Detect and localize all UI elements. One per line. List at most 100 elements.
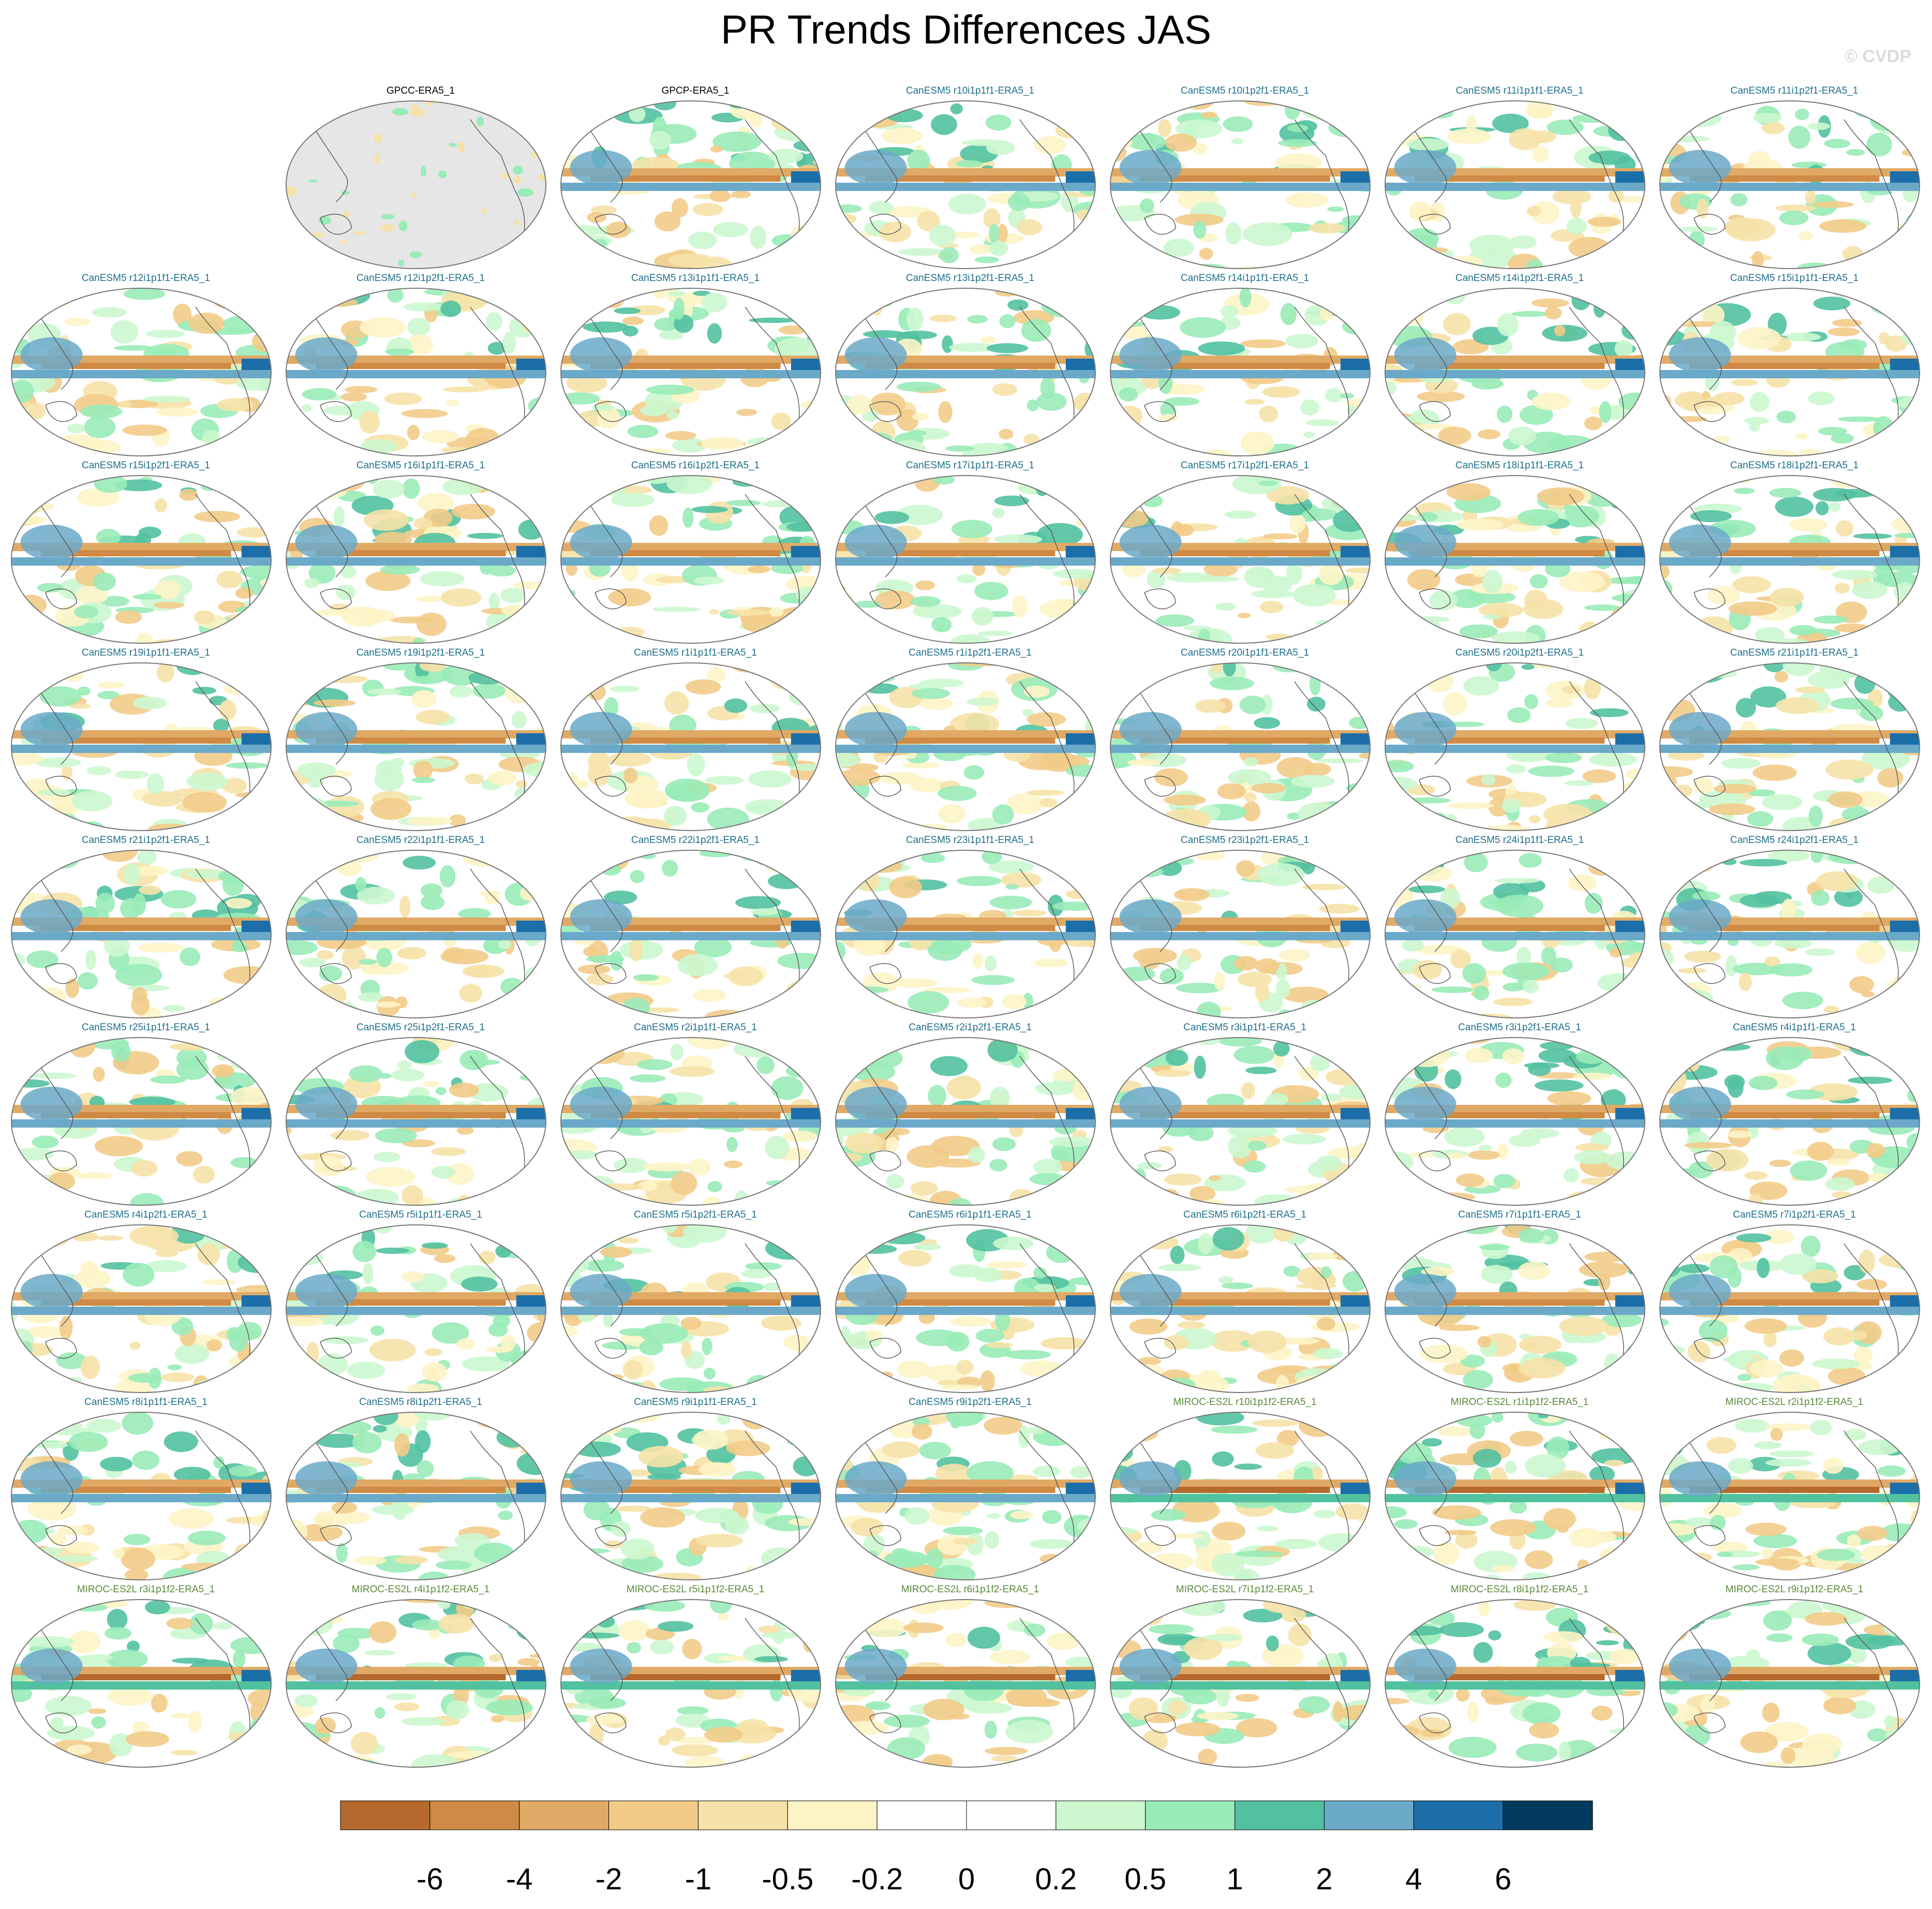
map-panel: CanESM5 r10i1p2f1-ERA5_1 (1108, 85, 1381, 273)
colorbar-tick-label: -4 (506, 1862, 533, 1896)
world-map (560, 100, 821, 269)
map-panel: CanESM5 r17i1p2f1-ERA5_1 (1108, 460, 1381, 647)
panel-title: CanESM5 r12i1p2f1-ERA5_1 (356, 273, 485, 284)
panel-title: CanESM5 r21i1p1f1-ERA5_1 (1730, 647, 1859, 658)
panel-title: MIROC-ES2L r2i1p1f2-ERA5_1 (1725, 1397, 1864, 1408)
map-panel: MIROC-ES2L r5i1p1f2-ERA5_1 (559, 1584, 832, 1771)
world-map (1385, 288, 1645, 456)
map-panel: CanESM5 r8i1p1f1-ERA5_1 (9, 1397, 283, 1584)
world-map (1110, 288, 1371, 456)
world-map (1110, 1037, 1371, 1206)
map-panel: CanESM5 r8i1p2f1-ERA5_1 (284, 1397, 557, 1584)
map-panel: CanESM5 r18i1p2f1-ERA5_1 (1658, 460, 1931, 647)
world-map (11, 1224, 272, 1393)
world-map (11, 475, 272, 644)
colorbar-tick-label: 0.2 (1035, 1862, 1077, 1896)
world-map (835, 1224, 1096, 1393)
panel-title: CanESM5 r1i1p2f1-ERA5_1 (909, 647, 1032, 658)
map-panel: CanESM5 r19i1p1f1-ERA5_1 (9, 647, 283, 835)
world-map (11, 1599, 272, 1768)
panel-title: CanESM5 r25i1p2f1-ERA5_1 (356, 1022, 485, 1033)
world-map (835, 1412, 1096, 1580)
map-panel: MIROC-ES2L r9i1p1f2-ERA5_1 (1658, 1584, 1931, 1771)
world-map (560, 662, 821, 831)
map-panel: MIROC-ES2L r6i1p1f2-ERA5_1 (834, 1584, 1107, 1771)
panel-title: CanESM5 r24i1p1f1-ERA5_1 (1455, 835, 1584, 846)
map-panel: CanESM5 r25i1p1f1-ERA5_1 (9, 1022, 283, 1209)
world-map (1659, 1037, 1920, 1206)
map-panel: CanESM5 r22i1p2f1-ERA5_1 (559, 835, 832, 1022)
map-panel: CanESM5 r11i1p2f1-ERA5_1 (1658, 85, 1931, 273)
world-map (11, 1037, 272, 1206)
panel-title: CanESM5 r14i1p2f1-ERA5_1 (1455, 273, 1584, 284)
map-panel: CanESM5 r5i1p2f1-ERA5_1 (559, 1209, 832, 1397)
panel-title: CanESM5 r9i1p1f1-ERA5_1 (634, 1397, 757, 1408)
world-map (11, 288, 272, 456)
panel-title: CanESM5 r25i1p1f1-ERA5_1 (81, 1022, 211, 1033)
world-map (1659, 850, 1920, 1018)
panel-title: CanESM5 r18i1p2f1-ERA5_1 (1730, 460, 1859, 471)
map-panel: CanESM5 r19i1p2f1-ERA5_1 (284, 647, 557, 835)
map-panel: CanESM5 r1i1p1f1-ERA5_1 (559, 647, 832, 835)
world-map (1385, 100, 1645, 269)
map-panel: CanESM5 r6i1p1f1-ERA5_1 (834, 1209, 1107, 1397)
map-panel: GPCC-ERA5_1 (284, 85, 557, 273)
map-panel: CanESM5 r2i1p1f1-ERA5_1 (559, 1022, 832, 1209)
panel-title: CanESM5 r13i1p1f1-ERA5_1 (631, 273, 760, 284)
world-map (835, 1599, 1096, 1768)
world-map (286, 288, 546, 456)
panel-title: CanESM5 r23i1p2f1-ERA5_1 (1180, 835, 1310, 846)
panel-title: CanESM5 r6i1p2f1-ERA5_1 (1183, 1209, 1306, 1220)
panel-title: MIROC-ES2L r6i1p1f2-ERA5_1 (901, 1584, 1039, 1595)
panel-title: CanESM5 r19i1p1f1-ERA5_1 (81, 647, 211, 658)
panel-title: MIROC-ES2L r5i1p1f2-ERA5_1 (626, 1584, 765, 1595)
world-map (560, 288, 821, 456)
map-panel: CanESM5 r20i1p1f1-ERA5_1 (1108, 647, 1381, 835)
world-map (1385, 1037, 1645, 1206)
world-map (1659, 1599, 1920, 1768)
panel-title: CanESM5 r12i1p1f1-ERA5_1 (81, 273, 211, 284)
panel-title: CanESM5 r16i1p2f1-ERA5_1 (631, 460, 760, 471)
world-map (286, 475, 546, 644)
map-panel: CanESM5 r9i1p1f1-ERA5_1 (559, 1397, 832, 1584)
world-map (286, 662, 546, 831)
map-panel: CanESM5 r13i1p1f1-ERA5_1 (559, 273, 832, 460)
panel-title: CanESM5 r19i1p2f1-ERA5_1 (356, 647, 485, 658)
world-map (835, 475, 1096, 644)
map-panel: CanESM5 r12i1p2f1-ERA5_1 (284, 273, 557, 460)
map-panel: CanESM5 r9i1p2f1-ERA5_1 (834, 1397, 1107, 1584)
colorbar-tick-label: -0.2 (851, 1862, 903, 1896)
panel-title: CanESM5 r8i1p1f1-ERA5_1 (84, 1397, 207, 1408)
panel-title: CanESM5 r15i1p1f1-ERA5_1 (1730, 273, 1859, 284)
panel-title: CanESM5 r23i1p1f1-ERA5_1 (905, 835, 1035, 846)
world-map (1659, 1224, 1920, 1393)
colorbar-tick-label: 4 (1405, 1862, 1422, 1896)
panel-title: CanESM5 r13i1p2f1-ERA5_1 (905, 273, 1035, 284)
map-panel: CanESM5 r4i1p2f1-ERA5_1 (9, 1209, 283, 1397)
world-map (1659, 288, 1920, 456)
panel-title: CanESM5 r22i1p1f1-ERA5_1 (356, 835, 485, 846)
panel-title: MIROC-ES2L r4i1p1f2-ERA5_1 (351, 1584, 490, 1595)
map-panel: CanESM5 r17i1p1f1-ERA5_1 (834, 460, 1107, 647)
colorbar-tick-label: 2 (1316, 1862, 1333, 1896)
map-panel: CanESM5 r22i1p1f1-ERA5_1 (284, 835, 557, 1022)
panel-title: CanESM5 r16i1p1f1-ERA5_1 (356, 460, 485, 471)
panel-title: CanESM5 r7i1p2f1-ERA5_1 (1733, 1209, 1856, 1220)
map-panel: CanESM5 r20i1p2f1-ERA5_1 (1383, 647, 1656, 835)
world-map (835, 288, 1096, 456)
panel-title: MIROC-ES2L r3i1p1f2-ERA5_1 (77, 1584, 215, 1595)
map-panel: CanESM5 r21i1p2f1-ERA5_1 (9, 835, 283, 1022)
panel-title: CanESM5 r6i1p1f1-ERA5_1 (909, 1209, 1032, 1220)
panel-title: CanESM5 r1i1p1f1-ERA5_1 (634, 647, 757, 658)
colorbar-tick-label: 0 (958, 1862, 975, 1896)
panel-title: CanESM5 r9i1p2f1-ERA5_1 (909, 1397, 1032, 1408)
panel-title: CanESM5 r5i1p2f1-ERA5_1 (634, 1209, 757, 1220)
map-panel-grid: GPCC-ERA5_1 GPCP-ERA5_1 CanESM5 r10i1p1f1-… (9, 85, 1931, 1771)
panel-title: CanESM5 r3i1p2f1-ERA5_1 (1458, 1022, 1581, 1033)
map-panel: CanESM5 r16i1p1f1-ERA5_1 (284, 460, 557, 647)
world-map (1659, 100, 1920, 269)
world-map (835, 1037, 1096, 1206)
map-panel: CanESM5 r7i1p2f1-ERA5_1 (1658, 1209, 1931, 1397)
map-panel: CanESM5 r21i1p1f1-ERA5_1 (1658, 647, 1931, 835)
panel-title: CanESM5 r21i1p2f1-ERA5_1 (81, 835, 211, 846)
